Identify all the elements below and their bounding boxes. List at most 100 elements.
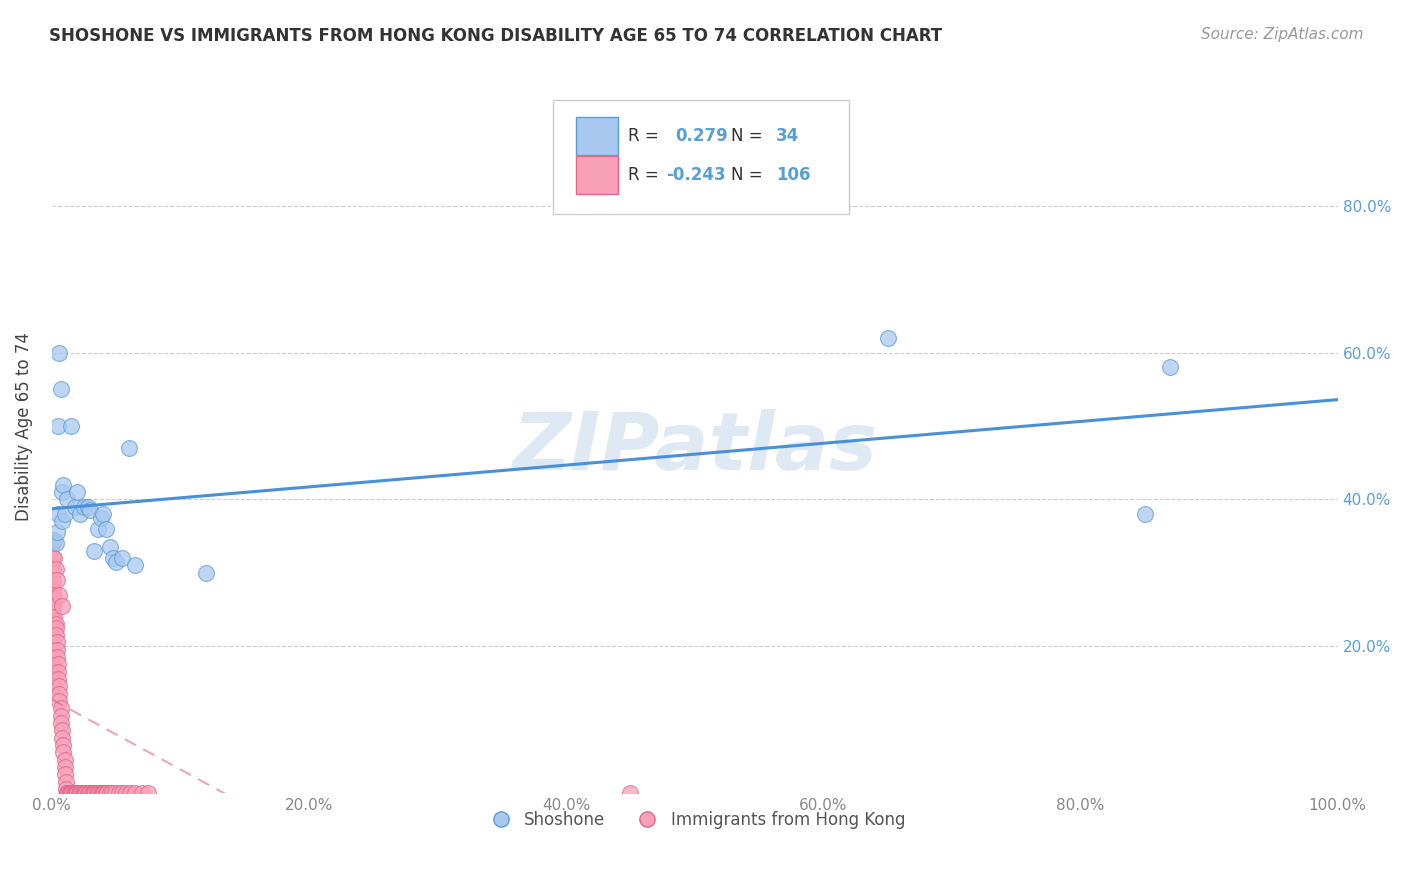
- Point: [1133, 507, 1156, 521]
- Point: [89, 786, 111, 800]
- Point: [90, 786, 112, 800]
- Point: [76, 786, 98, 800]
- Point: [65, 786, 87, 800]
- Text: SHOSHONE VS IMMIGRANTS FROM HONG KONG DISABILITY AGE 65 TO 74 CORRELATION CHART: SHOSHONE VS IMMIGRANTS FROM HONG KONG DI…: [49, 27, 942, 45]
- Point: [41, 635, 63, 649]
- Point: [51, 485, 73, 500]
- Point: [58, 786, 80, 800]
- Point: [75, 786, 97, 800]
- Point: [42, 536, 65, 550]
- Point: [44, 551, 66, 566]
- Point: [41, 588, 63, 602]
- Text: R =: R =: [628, 167, 664, 185]
- Point: [67, 786, 90, 800]
- Point: [52, 745, 75, 759]
- Point: [96, 786, 118, 800]
- Point: [87, 786, 110, 800]
- Point: [76, 500, 98, 514]
- Point: [41, 606, 63, 620]
- Point: [46, 419, 69, 434]
- Point: [45, 650, 67, 665]
- FancyBboxPatch shape: [553, 100, 849, 213]
- Point: [45, 635, 67, 649]
- Point: [72, 786, 94, 800]
- Point: [55, 774, 77, 789]
- Point: [41, 657, 63, 672]
- Point: [48, 588, 70, 602]
- Point: [63, 786, 86, 800]
- Point: [82, 786, 104, 800]
- Point: [49, 701, 72, 715]
- FancyBboxPatch shape: [576, 156, 617, 194]
- Point: [124, 786, 146, 800]
- Point: [619, 786, 641, 800]
- Point: [56, 786, 79, 800]
- Point: [46, 672, 69, 686]
- Point: [46, 665, 69, 679]
- Point: [41, 672, 63, 686]
- Point: [76, 786, 98, 800]
- Point: [53, 760, 76, 774]
- Point: [45, 525, 67, 540]
- Point: [41, 679, 63, 693]
- Point: [73, 500, 96, 514]
- Point: [51, 731, 73, 745]
- Point: [48, 694, 70, 708]
- Point: [56, 786, 79, 800]
- Point: [44, 609, 66, 624]
- Point: [41, 642, 63, 657]
- Text: R =: R =: [628, 127, 664, 145]
- Point: [41, 551, 63, 566]
- Point: [60, 419, 83, 434]
- Point: [51, 723, 73, 738]
- Point: [59, 786, 82, 800]
- Point: [91, 786, 114, 800]
- Point: [131, 786, 153, 800]
- Point: [93, 786, 115, 800]
- Text: Source: ZipAtlas.com: Source: ZipAtlas.com: [1201, 27, 1364, 42]
- Point: [49, 383, 72, 397]
- Point: [45, 617, 67, 632]
- Point: [90, 786, 112, 800]
- Point: [49, 708, 72, 723]
- Point: [107, 786, 129, 800]
- Legend: Shoshone, Immigrants from Hong Kong: Shoshone, Immigrants from Hong Kong: [478, 805, 911, 836]
- Point: [69, 786, 91, 800]
- Point: [59, 786, 82, 800]
- Point: [45, 628, 67, 642]
- Point: [42, 562, 65, 576]
- Point: [62, 786, 84, 800]
- Point: [42, 584, 65, 599]
- Point: [111, 786, 134, 800]
- Point: [124, 558, 146, 573]
- Point: [41, 621, 63, 635]
- Point: [41, 533, 63, 547]
- Point: [66, 485, 89, 500]
- Point: [136, 786, 159, 800]
- Point: [87, 522, 110, 536]
- Y-axis label: Disability Age 65 to 74: Disability Age 65 to 74: [15, 332, 32, 521]
- Text: -0.243: -0.243: [666, 167, 725, 185]
- Point: [876, 331, 898, 345]
- Point: [70, 786, 93, 800]
- Point: [41, 566, 63, 580]
- Point: [45, 573, 67, 587]
- Text: N =: N =: [731, 127, 768, 145]
- Point: [48, 346, 70, 360]
- Point: [44, 591, 66, 606]
- Point: [45, 562, 67, 576]
- Point: [53, 767, 76, 781]
- Point: [118, 441, 141, 455]
- Point: [42, 573, 65, 587]
- Point: [44, 533, 66, 547]
- Text: N =: N =: [731, 167, 768, 185]
- Point: [53, 507, 76, 521]
- Point: [41, 665, 63, 679]
- Point: [66, 786, 89, 800]
- Point: [1159, 360, 1181, 375]
- Point: [80, 786, 103, 800]
- Point: [52, 738, 75, 752]
- Point: [51, 515, 73, 529]
- Point: [55, 782, 77, 797]
- Point: [46, 657, 69, 672]
